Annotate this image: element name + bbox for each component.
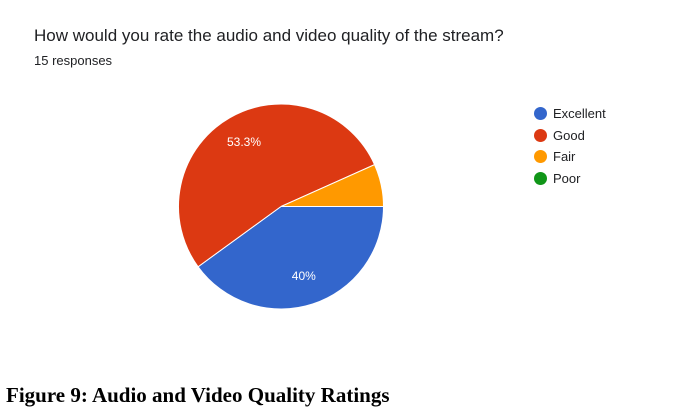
slice-label-excellent: 40% (292, 269, 316, 283)
chart-title: How would you rate the audio and video q… (34, 26, 504, 45)
legend-swatch-good (534, 128, 547, 142)
legend-swatch-poor (534, 171, 547, 185)
legend-label-poor: Poor (553, 170, 581, 186)
legend-item-poor: Poor (534, 168, 606, 190)
pie-slice-good (178, 103, 376, 268)
legend-item-excellent: Excellent (534, 103, 606, 125)
pie-slice-excellent (197, 206, 385, 310)
chart-legend: Excellent Good Fair Poor (534, 103, 606, 189)
legend-item-good: Good (534, 125, 606, 147)
legend-swatch-excellent (534, 107, 547, 121)
pie-slice-fair (280, 163, 385, 207)
legend-label-fair: Fair (553, 149, 576, 165)
legend-item-fair: Fair (534, 146, 606, 168)
legend-swatch-fair (534, 150, 547, 164)
legend-label-excellent: Excellent (553, 106, 606, 122)
legend-label-good: Good (553, 127, 585, 143)
figure-caption: Figure 9: Audio and Video Quality Rating… (6, 383, 390, 407)
response-count: 15 responses (34, 53, 113, 68)
slice-label-good: 53.3% (227, 135, 261, 149)
